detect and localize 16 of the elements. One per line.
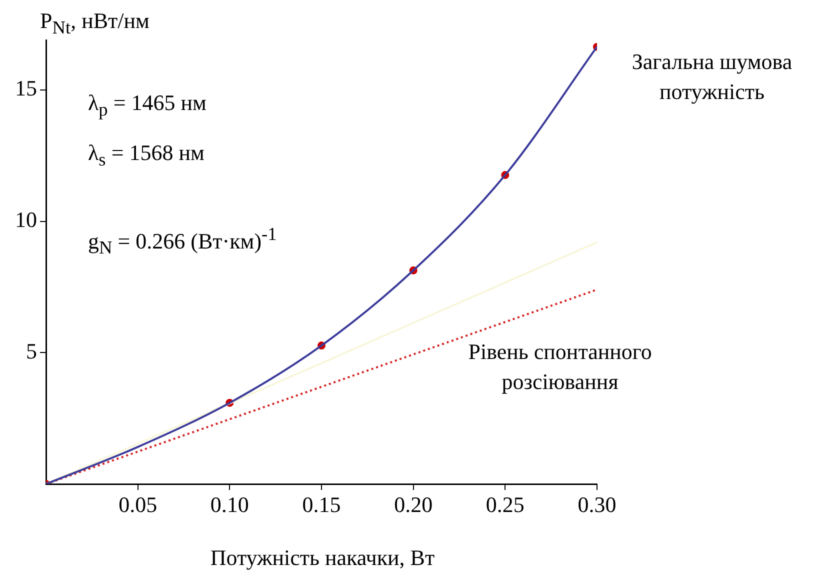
annotation: Загальна шумова потужність [630, 48, 794, 106]
x-tick-label: 0.05 [118, 492, 158, 517]
y-tick-label: 5 [26, 338, 37, 364]
y-tick-label: 10 [15, 207, 37, 232]
x-tick-label: 0.15 [302, 492, 341, 517]
x-tick-label: 0.20 [394, 492, 433, 517]
x-tick-label: 0.10 [210, 492, 249, 517]
annotation: Рівень спонтанного розсіювання [467, 338, 653, 396]
x-tick-label: 0.25 [486, 492, 524, 517]
y-tick-label: 15 [15, 76, 37, 101]
annotation: g$_{N}$ = 0.266 (Вт·км)$^{-1}$ [88, 224, 277, 259]
y-axis-title: P$_{Nt}$, нВт/нм [40, 8, 150, 38]
annotation: λ$_{s}$ = 1568 нм [88, 140, 204, 170]
x-tick-label: 0.30 [578, 492, 616, 517]
annotation: λ$_{p}$ = 1465 нм [88, 90, 206, 120]
x-axis-title: Потужність накачки, Вт [209, 545, 436, 571]
